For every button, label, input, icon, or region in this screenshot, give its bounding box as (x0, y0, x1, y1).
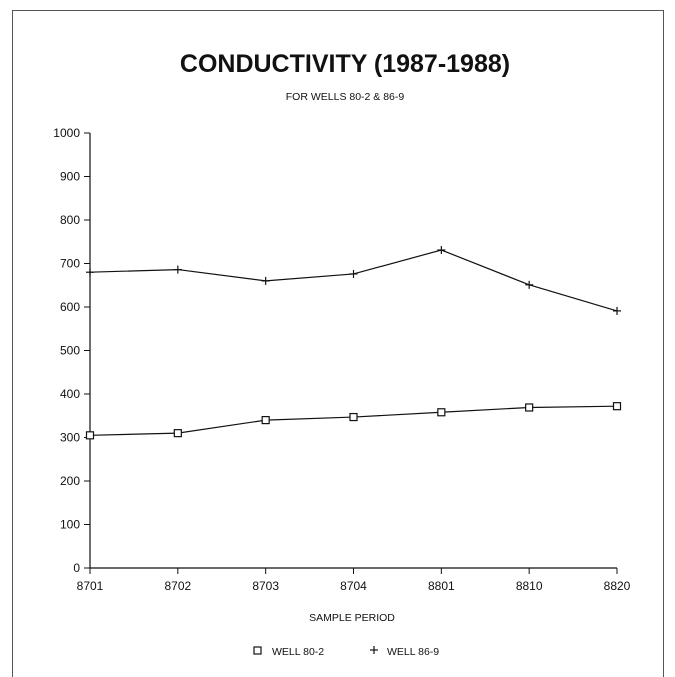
legend: WELL 80-2 WELL 86-9 (253, 646, 439, 658)
y-tick-label: 500 (60, 344, 80, 358)
x-tick-label: 8703 (252, 579, 279, 593)
data-point-well-86-9 (261, 276, 270, 285)
x-tick-labels: 8701 8702 8703 8704 8801 8810 8820 (77, 579, 631, 593)
x-tick-label: 8701 (77, 579, 104, 593)
y-tick-label: 300 (60, 431, 80, 445)
y-tick-label: 100 (60, 518, 80, 532)
axes-group (84, 132, 618, 574)
data-point-well-80-2 (173, 429, 182, 438)
data-point-well-80-2 (525, 403, 534, 412)
y-tick-label: 400 (60, 387, 80, 401)
chart-subtitle: FOR WELLS 80-2 & 86-9 (286, 91, 405, 103)
data-point-well-86-9 (437, 246, 446, 255)
data-point-well-80-2 (437, 408, 446, 417)
y-tick-label: 1000 (53, 126, 80, 140)
data-point-well-86-9 (86, 268, 94, 277)
y-tick-label: 700 (60, 257, 80, 271)
x-tick-label: 8820 (604, 579, 631, 593)
legend-label-well-86-9: WELL 86-9 (387, 646, 439, 658)
y-tick-label: 900 (60, 170, 80, 184)
y-tick-label: 600 (60, 300, 80, 314)
data-point-well-80-2 (85, 431, 95, 440)
x-tick-label: 8801 (428, 579, 455, 593)
y-tick-label: 200 (60, 474, 80, 488)
series-line-well-86-9 (89, 249, 618, 312)
data-point-well-86-9 (525, 280, 534, 289)
x-axis-label: SAMPLE PERIOD (309, 612, 395, 624)
series-markers (85, 246, 622, 440)
legend-marker-well-80-2 (253, 646, 262, 655)
x-tick-label: 8810 (516, 579, 543, 593)
chart-frame (12, 10, 664, 677)
y-tick-label: 800 (60, 213, 80, 227)
y-tick-labels: 0 100 200 300 400 500 600 700 800 900 1000 (53, 126, 80, 575)
data-point-well-86-9 (349, 269, 358, 278)
legend-marker-well-86-9 (370, 646, 378, 654)
x-tick-label: 8704 (340, 579, 367, 593)
y-tick-label: 0 (73, 561, 80, 575)
data-point-well-80-2 (261, 416, 270, 425)
legend-label-well-80-2: WELL 80-2 (272, 646, 324, 658)
chart-title: CONDUCTIVITY (1987-1988) (180, 50, 510, 78)
data-point-well-86-9 (173, 265, 182, 274)
data-point-well-80-2 (612, 402, 622, 411)
data-point-well-80-2 (349, 412, 358, 422)
data-point-well-86-9 (613, 306, 621, 315)
x-tick-label: 8702 (164, 579, 191, 593)
